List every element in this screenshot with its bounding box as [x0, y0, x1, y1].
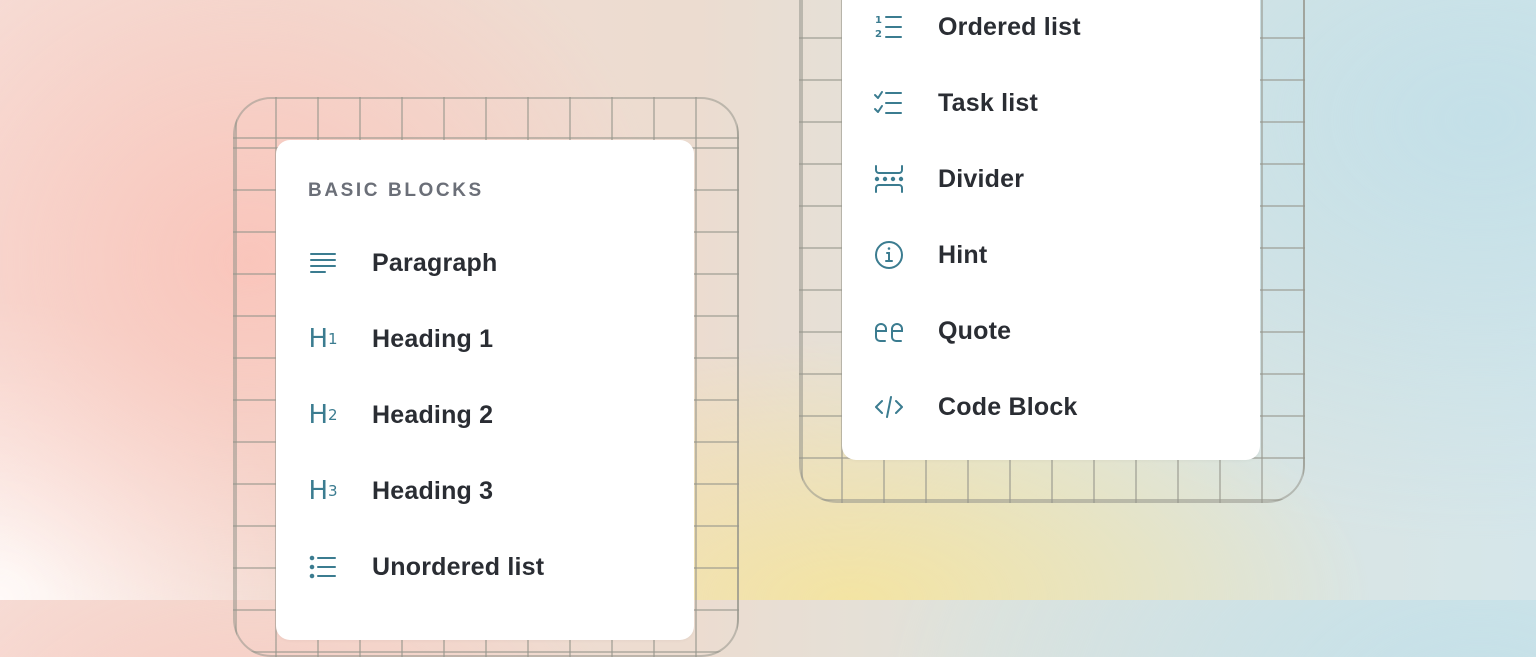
- menu-item-label: Paragraph: [372, 248, 498, 277]
- quote-icon: [873, 315, 905, 347]
- code-icon: [873, 391, 905, 423]
- menu-item-paragraph[interactable]: Paragraph: [276, 233, 694, 293]
- menu-item-quote[interactable]: Quote: [842, 301, 1260, 361]
- menu-item-label: Heading 2: [372, 400, 494, 429]
- menu-item-label: Hint: [938, 240, 988, 269]
- menu-item-label: Ordered list: [938, 12, 1081, 41]
- menu-item-label: Heading 1: [372, 324, 494, 353]
- menu-item-label: Task list: [938, 88, 1038, 117]
- menu-item-task-list[interactable]: Task list: [842, 73, 1260, 133]
- svg-text:1: 1: [875, 15, 882, 26]
- paragraph-icon: [307, 247, 339, 279]
- svg-text:2: 2: [875, 29, 882, 40]
- unordered-list-icon: [307, 551, 339, 583]
- menu-item-code-block[interactable]: Code Block: [842, 377, 1260, 437]
- menu-item-label: Heading 3: [372, 476, 494, 505]
- task-list-icon: [873, 87, 905, 119]
- menu-item-divider[interactable]: Divider: [842, 149, 1260, 209]
- menu-item-label: Code Block: [938, 392, 1078, 421]
- menu-section-header: BASIC BLOCKS: [308, 180, 484, 201]
- menu-item-hint[interactable]: Hint: [842, 225, 1260, 285]
- info-icon: [873, 239, 905, 271]
- menu-item-unordered-list[interactable]: Unordered list: [276, 537, 694, 597]
- menu-item-label: Unordered list: [372, 552, 545, 581]
- menu-item-label: Quote: [938, 316, 1012, 345]
- menu-item-label: Divider: [938, 164, 1025, 193]
- divider-icon: [873, 163, 905, 195]
